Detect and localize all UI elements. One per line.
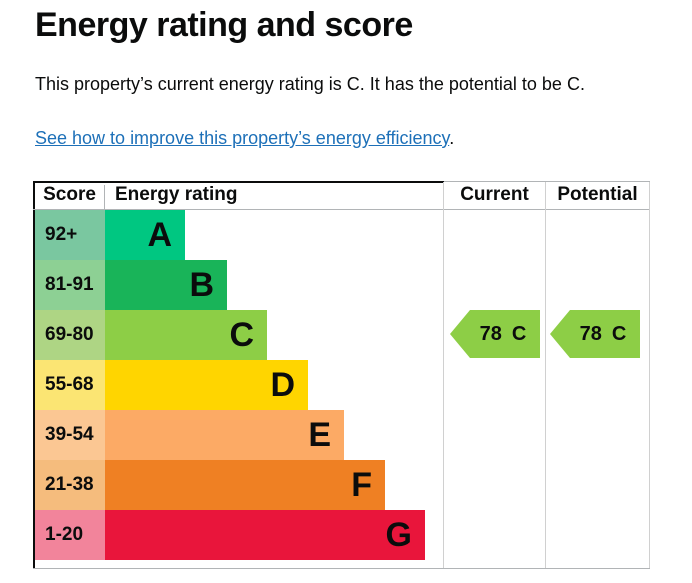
band-row-d: 55-68 D xyxy=(35,360,308,410)
rating-bar-d: D xyxy=(105,360,308,410)
rating-bar-e: E xyxy=(105,410,344,460)
score-column-divider xyxy=(104,185,105,209)
potential-rating-arrow: 78 C xyxy=(550,310,640,358)
column-header-rating: Energy rating xyxy=(115,184,238,205)
rating-bar-g: G xyxy=(105,510,425,560)
table-top-border-right xyxy=(444,181,650,182)
table-top-border xyxy=(33,181,444,183)
current-rating-letter: C xyxy=(511,322,527,345)
score-range-g: 1-20 xyxy=(35,510,105,560)
potential-rating-letter: C xyxy=(611,322,627,345)
table-bottom-border xyxy=(33,568,650,569)
score-range-a: 92+ xyxy=(35,210,105,260)
header-underline xyxy=(33,209,650,210)
band-row-b: 81-91 B xyxy=(35,260,227,310)
current-column-divider xyxy=(443,182,444,569)
current-score-value: 78 xyxy=(479,322,502,345)
rating-bar-b: B xyxy=(105,260,227,310)
page-title: Energy rating and score xyxy=(35,6,413,44)
link-period: . xyxy=(449,128,455,148)
score-range-b: 81-91 xyxy=(35,260,105,310)
current-rating-arrow: 78 C xyxy=(450,310,540,358)
band-row-c: 69-80 C xyxy=(35,310,267,360)
column-header-potential: Potential xyxy=(557,184,638,205)
improve-efficiency-link[interactable]: See how to improve this property’s energ… xyxy=(35,128,450,148)
band-row-g: 1-20 G xyxy=(35,510,425,560)
table-right-border xyxy=(649,182,650,569)
score-range-e: 39-54 xyxy=(35,410,105,460)
link-line: See how to improve this property’s energ… xyxy=(35,128,454,149)
column-header-current: Current xyxy=(460,184,529,205)
band-row-e: 39-54 E xyxy=(35,410,344,460)
rating-bar-a: A xyxy=(105,210,185,260)
potential-score-value: 78 xyxy=(579,322,602,345)
band-row-f: 21-38 F xyxy=(35,460,385,510)
energy-rating-chart: Score Energy rating Current Potential 92… xyxy=(33,181,651,571)
band-row-a: 92+ A xyxy=(35,210,185,260)
summary-text: This property’s current energy rating is… xyxy=(35,74,585,94)
rating-bar-f: F xyxy=(105,460,385,510)
score-range-d: 55-68 xyxy=(35,360,105,410)
column-header-score: Score xyxy=(43,184,96,205)
table-left-border xyxy=(33,181,35,569)
score-range-c: 69-80 xyxy=(35,310,105,360)
potential-column-divider xyxy=(545,182,546,569)
rating-bar-c: C xyxy=(105,310,267,360)
score-range-f: 21-38 xyxy=(35,460,105,510)
